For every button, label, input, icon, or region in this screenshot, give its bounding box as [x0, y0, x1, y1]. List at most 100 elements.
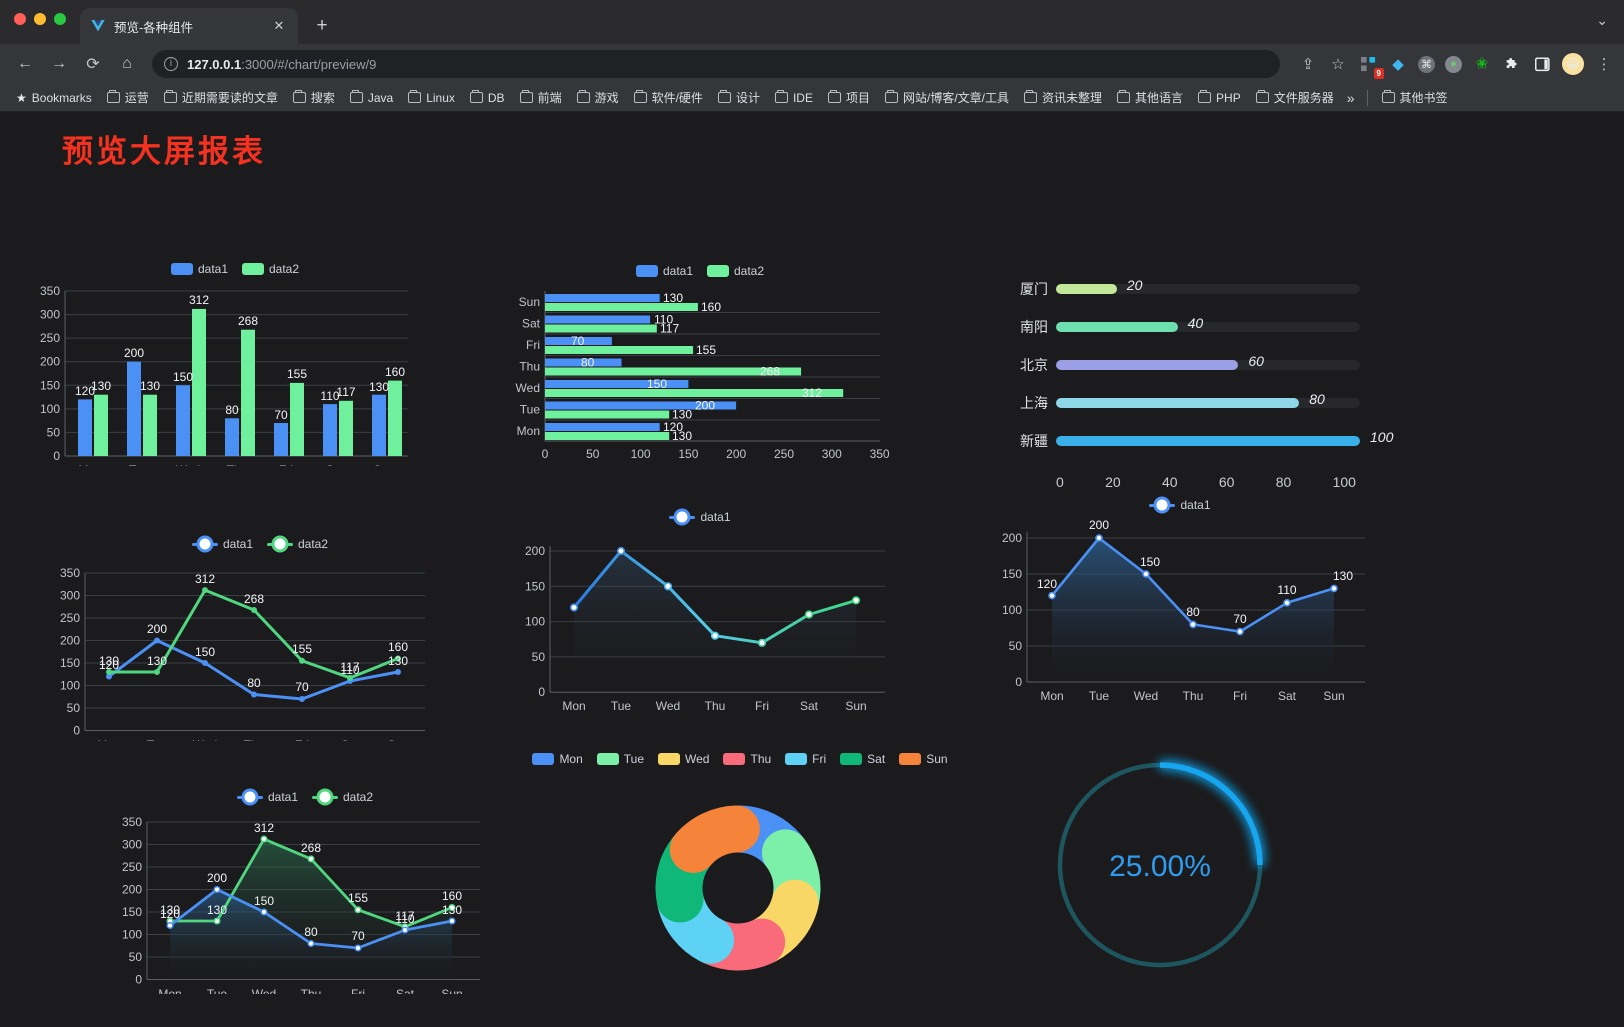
svg-text:0: 0: [53, 449, 60, 463]
home-button[interactable]: ⌂: [122, 55, 132, 72]
green-star-icon[interactable]: ✬: [1474, 54, 1490, 73]
legend-item-data1[interactable]: data1: [669, 510, 731, 524]
puzzle-icon[interactable]: [1502, 54, 1522, 74]
close-window-button[interactable]: [14, 13, 26, 25]
bookmark-folder-1[interactable]: 运营: [101, 86, 155, 109]
donut-svg: [655, 805, 821, 971]
svg-text:312: 312: [189, 293, 209, 307]
folder-icon: [633, 90, 647, 103]
legend-item-thu[interactable]: Thu: [723, 752, 771, 766]
bookmark-folder-8[interactable]: 游戏: [571, 86, 625, 109]
svg-text:130: 130: [99, 654, 119, 668]
svg-text:80: 80: [304, 925, 318, 939]
bookmark-folder-13[interactable]: 网站/博客/文章/工具: [879, 86, 1015, 109]
bookmark-folder-17[interactable]: 文件服务器: [1250, 86, 1340, 109]
bookmark-star-icon[interactable]: ☆: [1331, 56, 1345, 73]
bookmark-label: 其他语言: [1135, 91, 1184, 105]
legend-item-data1[interactable]: data1: [236, 790, 298, 804]
legend-item-data2[interactable]: data2: [242, 262, 299, 276]
bookmark-folder-11[interactable]: IDE: [769, 88, 819, 108]
legend-item-data1[interactable]: data1: [170, 262, 228, 276]
legend-label: data2: [734, 264, 765, 278]
svg-text:268: 268: [760, 365, 780, 379]
progress-track[interactable]: 60: [1056, 353, 1360, 370]
bookmarks-bar: ★ Bookmarks 运营 近期需要读的文章 搜索 Java Linux DB…: [0, 84, 1624, 112]
bookmark-folder-6[interactable]: DB: [464, 88, 511, 108]
svg-text:268: 268: [238, 314, 258, 328]
minimize-window-button[interactable]: [34, 13, 46, 25]
bookmark-folder-5[interactable]: Linux: [402, 88, 461, 108]
chart-area-two-series: data1 data2: [90, 790, 490, 1001]
bookmark-folder-14[interactable]: 资讯未整理: [1018, 86, 1108, 109]
legend-item-sat[interactable]: Sat: [840, 752, 885, 766]
svg-text:200: 200: [147, 622, 167, 636]
folder-icon: [884, 90, 898, 103]
progress-track[interactable]: 40: [1056, 315, 1360, 332]
bookmark-folder-3[interactable]: 搜索: [287, 86, 341, 109]
bookmark-folder-9[interactable]: 软件/硬件: [628, 86, 709, 109]
browser-tab[interactable]: 预览-各种组件 ✕: [80, 8, 298, 44]
progress-track[interactable]: 80: [1056, 391, 1360, 408]
legend-item-sun[interactable]: Sun: [899, 752, 948, 766]
bookmark-folder-12[interactable]: 项目: [822, 86, 876, 109]
axis-tick: 100: [1332, 474, 1356, 490]
reload-button[interactable]: ⟳: [86, 56, 100, 73]
legend-item-tue[interactable]: Tue: [596, 752, 644, 766]
circle-icon[interactable]: ●: [1445, 55, 1462, 73]
chart-line-two-series: data1 data2 350 300 250 200 150 100 50 0: [30, 537, 450, 752]
extension-grid-icon[interactable]: 9: [1358, 54, 1384, 79]
back-button[interactable]: ←: [17, 55, 33, 72]
legend-item-data2[interactable]: data2: [312, 790, 373, 804]
profile-avatar-icon[interactable]: 😀: [1562, 53, 1584, 75]
window-controls[interactable]: [14, 13, 66, 25]
svg-text:Thu: Thu: [227, 463, 248, 466]
other-bookmarks-button[interactable]: 其他书签: [1376, 86, 1454, 109]
bookmarks-overflow-button[interactable]: »: [1346, 89, 1355, 106]
svg-text:150: 150: [254, 894, 274, 908]
bookmark-folder-10[interactable]: 设计: [712, 86, 766, 109]
folder-icon: [774, 90, 788, 103]
folder-icon: [1198, 90, 1212, 103]
svg-text:Sun: Sun: [373, 463, 394, 466]
maximize-window-button[interactable]: [54, 13, 66, 25]
bookmark-label: 项目: [845, 91, 870, 105]
share-icon[interactable]: ⇪: [1301, 56, 1315, 73]
folder-icon: [827, 90, 841, 103]
new-tab-button[interactable]: +: [316, 15, 328, 36]
svg-text:300: 300: [40, 308, 60, 322]
folder-icon: [408, 90, 422, 103]
progress-track[interactable]: 100: [1056, 429, 1393, 446]
more-menu-icon[interactable]: ⋮: [1596, 56, 1612, 73]
bookmark-folder-7[interactable]: 前端: [514, 86, 568, 109]
legend-item-data1[interactable]: data1: [1149, 498, 1211, 512]
svg-text:Mon: Mon: [78, 463, 101, 466]
site-info-icon[interactable]: i: [164, 57, 178, 71]
svg-text:Tue: Tue: [520, 403, 541, 417]
address-bar[interactable]: i 127.0.0.1:3000/#/chart/preview/9: [152, 50, 1280, 78]
diamond-icon[interactable]: ◆: [1392, 56, 1404, 73]
legend-item-fri[interactable]: Fri: [785, 752, 826, 766]
bookmark-label: 近期需要读的文章: [181, 91, 278, 105]
progress-row-xiamen: 厦门 20: [1000, 270, 1360, 308]
bookmark-folder-4[interactable]: Java: [344, 88, 399, 108]
progress-axis: 0 20 40 60 80 100: [1056, 474, 1356, 490]
legend-item-wed[interactable]: Wed: [658, 752, 709, 766]
bookmark-folder-15[interactable]: 其他语言: [1111, 86, 1189, 109]
command-icon[interactable]: ⌘: [1418, 55, 1435, 73]
tab-list-chevron-down-icon[interactable]: ⌄: [1596, 12, 1608, 28]
svg-text:300: 300: [822, 447, 842, 461]
bookmark-folder-16[interactable]: PHP: [1192, 88, 1247, 108]
legend-item-data1[interactable]: data1: [191, 537, 253, 551]
close-tab-button[interactable]: ✕: [273, 18, 285, 33]
legend-item-data2[interactable]: data2: [707, 264, 764, 278]
forward-button[interactable]: →: [51, 55, 67, 72]
progress-label: 新疆: [1020, 433, 1048, 449]
side-panel-icon[interactable]: [1532, 54, 1552, 74]
legend-item-data2[interactable]: data2: [267, 537, 328, 551]
bookmark-item-bookmarks[interactable]: ★ Bookmarks: [10, 88, 98, 108]
progress-track[interactable]: 20: [1056, 277, 1360, 294]
bookmark-folder-2[interactable]: 近期需要读的文章: [158, 86, 284, 109]
svg-text:200: 200: [40, 355, 60, 369]
legend-item-mon[interactable]: Mon: [532, 752, 583, 766]
legend-item-data1[interactable]: data1: [635, 264, 693, 278]
